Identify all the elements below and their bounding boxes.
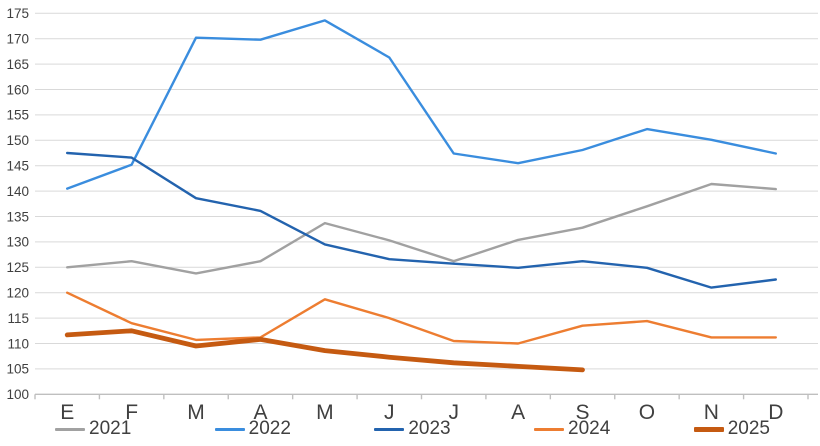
y-axis-tick-label: 150 bbox=[6, 133, 29, 148]
y-axis-tick-label: 135 bbox=[6, 209, 29, 224]
x-axis-tick-label: O bbox=[639, 401, 655, 424]
y-axis-tick-label: 140 bbox=[6, 184, 29, 199]
y-axis-tick-label: 145 bbox=[6, 159, 29, 174]
legend-item-2025[interactable]: 2025 bbox=[693, 418, 770, 440]
legend: 2021 2022 2023 2024 2025 bbox=[55, 416, 770, 442]
legend-label: 2021 bbox=[89, 418, 132, 439]
x-axis-tick-label: A bbox=[253, 401, 267, 424]
series-line-2022 bbox=[65, 19, 777, 190]
x-axis-tick-label: E bbox=[60, 401, 74, 424]
legend-item-2022[interactable]: 2022 bbox=[214, 418, 291, 440]
y-axis-tick-label: 170 bbox=[6, 32, 29, 47]
x-axis-tick-label: D bbox=[768, 401, 783, 424]
x-axis-tick-label: F bbox=[125, 401, 138, 424]
legend-swatch-2023 bbox=[374, 427, 405, 431]
x-axis-tick-label: M bbox=[316, 401, 334, 424]
y-axis-tick-label: 105 bbox=[6, 362, 29, 377]
legend-swatch-2022 bbox=[214, 427, 245, 431]
series-line-2023 bbox=[65, 151, 777, 289]
y-axis-tick-label: 130 bbox=[6, 235, 29, 250]
legend-item-2024[interactable]: 2024 bbox=[534, 418, 610, 440]
series-line-2021 bbox=[65, 182, 777, 275]
y-axis-tick-label: 115 bbox=[7, 311, 29, 326]
y-axis-tick-label: 125 bbox=[6, 260, 29, 275]
legend-item-2021[interactable]: 2021 bbox=[55, 418, 131, 440]
legend-label: 2025 bbox=[727, 418, 770, 439]
y-axis-tick-label: 165 bbox=[6, 57, 29, 72]
legend-label: 2024 bbox=[568, 418, 611, 439]
x-axis-tick-label: J bbox=[448, 401, 459, 424]
series-line-2025 bbox=[64, 328, 585, 373]
y-axis-tick-label: 175 bbox=[6, 6, 29, 21]
y-axis-tick-label: 110 bbox=[7, 336, 29, 351]
y-axis-tick-label: 155 bbox=[6, 108, 29, 123]
y-axis-tick-label: 160 bbox=[6, 82, 29, 97]
legend-item-2023[interactable]: 2023 bbox=[374, 418, 451, 440]
y-axis-tick-label: 100 bbox=[6, 387, 29, 402]
x-axis-tick-label: S bbox=[576, 401, 590, 424]
x-axis-tick-label: N bbox=[704, 401, 719, 424]
legend-swatch-2025 bbox=[693, 426, 724, 432]
legend-swatch-2024 bbox=[534, 427, 565, 431]
legend-swatch-2021 bbox=[55, 427, 85, 431]
y-axis-tick-label: 120 bbox=[6, 286, 29, 301]
plot-area: 100 105 110 115 120 125 130 135 140 145 150 155 160 1… bbox=[6, 6, 818, 424]
legend-label: 2022 bbox=[248, 418, 291, 439]
x-axis-tick-label: J bbox=[384, 401, 395, 424]
legend-label: 2023 bbox=[408, 418, 451, 439]
x-axis-tick-label: M bbox=[187, 401, 205, 424]
series-line-2024 bbox=[65, 291, 777, 345]
x-axis-tick-label: A bbox=[511, 401, 525, 424]
